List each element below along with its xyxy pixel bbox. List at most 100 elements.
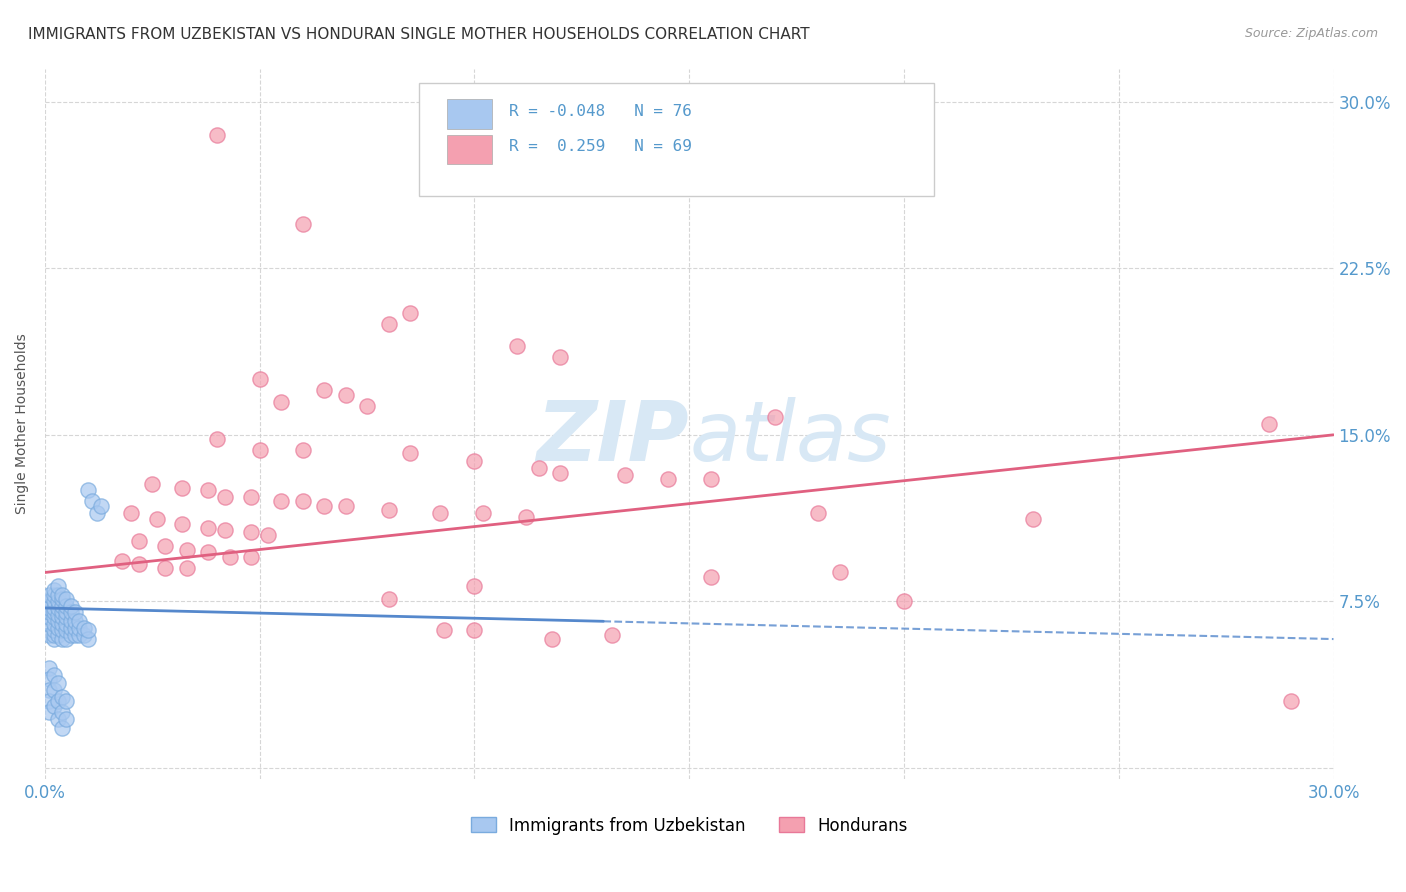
Point [699,570,721,584]
Point [145,512,167,526]
Point [111,554,134,568]
Point [38,594,60,608]
Point [67,621,90,635]
Point [197,483,219,498]
Text: Source: ZipAtlas.com: Source: ZipAtlas.com [1244,27,1378,40]
Point [38,694,60,708]
Point [600,627,623,641]
Point [63,606,86,620]
Point [270,494,292,508]
Point [335,388,357,402]
Point [506,339,529,353]
Point [38,606,60,620]
Point [42,588,65,602]
Point [214,490,236,504]
Point [46,615,69,629]
Point [463,454,485,468]
Point [377,317,399,331]
Point [51,632,73,646]
Point [42,616,65,631]
Point [377,503,399,517]
Point [828,566,851,580]
Point [46,627,69,641]
Point [46,694,69,708]
Point [51,690,73,704]
Point [155,539,177,553]
Point [38,616,60,631]
Point [72,621,94,635]
Point [335,499,357,513]
Point [51,706,73,720]
Point [172,516,194,531]
Point [55,632,77,646]
Point [77,623,100,637]
Point [42,594,65,608]
Text: IMMIGRANTS FROM UZBEKISTAN VS HONDURAN SINGLE MOTHER HOUSEHOLDS CORRELATION CHAR: IMMIGRANTS FROM UZBEKISTAN VS HONDURAN S… [28,27,810,42]
Point [197,521,219,535]
Point [51,721,73,735]
Point [51,616,73,631]
Point [51,623,73,637]
Point [893,594,915,608]
Point [763,410,786,425]
Point [218,549,240,564]
Point [63,621,86,635]
Point [51,610,73,624]
Point [59,627,82,641]
Point [214,523,236,537]
Text: ZIP: ZIP [537,398,689,478]
Point [38,627,60,641]
Point [463,623,485,637]
Point [46,676,69,690]
Point [42,667,65,681]
Point [55,623,77,637]
Point [38,706,60,720]
Point [240,549,263,564]
Point [63,615,86,629]
Point [42,623,65,637]
Point [46,579,69,593]
Point [38,672,60,686]
Point [77,483,100,498]
Point [176,561,198,575]
Point [249,443,271,458]
Point [55,694,77,708]
Point [46,712,69,726]
Point [550,466,572,480]
Point [429,506,451,520]
Point [67,615,90,629]
Legend: Immigrants from Uzbekistan, Hondurans: Immigrants from Uzbekistan, Hondurans [471,816,908,835]
Point [46,594,69,608]
Point [128,534,150,549]
Point [55,599,77,613]
Point [46,601,69,615]
Point [807,506,830,520]
Point [515,510,537,524]
Point [249,372,271,386]
Point [42,601,65,615]
Point [527,461,550,475]
Point [51,588,73,602]
Point [1258,417,1281,431]
Point [155,561,177,575]
Point [540,632,562,646]
Point [90,499,112,513]
Point [314,499,336,513]
Point [657,472,679,486]
Point [433,623,456,637]
FancyBboxPatch shape [447,99,492,129]
Text: R =  0.259   N = 69: R = 0.259 N = 69 [509,139,692,154]
Point [172,481,194,495]
Point [82,494,104,508]
Point [128,557,150,571]
Point [67,627,90,641]
Point [42,632,65,646]
FancyBboxPatch shape [447,135,492,164]
Point [51,599,73,613]
Point [205,128,228,142]
Point [38,661,60,675]
Point [42,627,65,641]
Point [42,583,65,598]
Point [59,615,82,629]
Point [42,610,65,624]
